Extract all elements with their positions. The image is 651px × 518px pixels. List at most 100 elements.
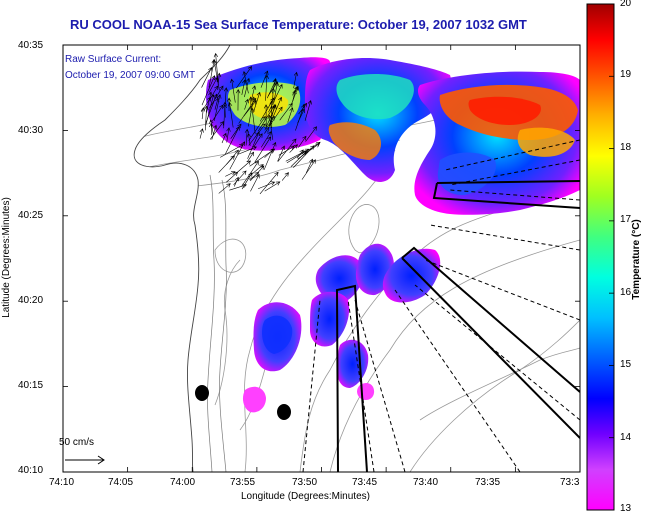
y-axis-title: Latitude (Degrees:Minutes) <box>0 197 12 318</box>
current-vector <box>199 128 204 139</box>
current-vector <box>241 160 259 187</box>
y-tick-label: 40:25 <box>18 210 44 221</box>
current-vector <box>236 66 252 89</box>
scale-arrow <box>65 455 105 465</box>
current-vector <box>222 103 228 118</box>
x-tick-label: 73:40 <box>413 477 439 488</box>
current-vector <box>209 85 224 109</box>
colorbar-tick-label: 20 <box>620 0 632 9</box>
station-marker <box>195 385 209 401</box>
current-vector <box>237 146 257 155</box>
current-vector <box>264 106 283 134</box>
current-vector <box>285 148 310 162</box>
colorbar-tick-label: 14 <box>620 432 632 443</box>
x-tick-label: 73:45 <box>352 477 378 488</box>
current-vector <box>250 85 257 103</box>
current-vector <box>235 89 241 111</box>
current-vector <box>225 171 236 177</box>
current-vector <box>259 171 279 195</box>
current-vector <box>242 70 249 94</box>
current-vector <box>226 149 239 165</box>
y-tick-label: 40:35 <box>18 40 44 51</box>
current-vector <box>244 98 249 110</box>
current-vector <box>263 141 277 170</box>
current-vector <box>248 123 266 146</box>
chart-title: RU COOL NOAA-15 Sea Surface Temperature:… <box>70 17 527 32</box>
current-vector <box>293 145 315 168</box>
current-vector <box>208 85 219 101</box>
current-label-line1: Raw Surface Current: <box>65 54 162 65</box>
current-vector <box>253 133 263 147</box>
current-vector <box>229 183 248 191</box>
current-vector <box>266 79 277 99</box>
current-vector <box>244 128 250 146</box>
current-vector <box>305 126 317 142</box>
current-vector <box>244 77 251 98</box>
current-vector <box>223 87 229 105</box>
current-vector <box>260 131 272 148</box>
current-vector <box>221 132 227 144</box>
current-vector <box>279 102 293 121</box>
y-tick-label: 40:10 <box>18 465 44 476</box>
current-vector <box>269 96 283 126</box>
colorbar-tick-label: 18 <box>620 142 632 153</box>
current-vector <box>253 91 261 113</box>
current-vector <box>292 86 299 96</box>
x-axis-title: Longitude (Degrees:Minutes) <box>241 491 370 502</box>
y-tick-label: 40:15 <box>18 380 44 391</box>
current-vector <box>209 122 214 135</box>
x-tick-label: 74:10 <box>49 477 75 488</box>
colorbar-tick-label: 19 <box>620 69 632 80</box>
current-vector <box>201 66 213 88</box>
current-vector <box>233 170 247 186</box>
current-vector <box>205 93 218 124</box>
current-vector <box>297 143 320 160</box>
current-vector <box>243 100 257 117</box>
current-vector <box>249 171 260 181</box>
current-vector <box>254 136 272 163</box>
inner-shoreline-contours <box>207 174 227 472</box>
current-vector <box>208 58 216 88</box>
radar-beam-outlines <box>335 180 580 472</box>
current-vector <box>213 52 219 86</box>
current-vector <box>267 114 274 140</box>
axis-ticks <box>62 44 581 473</box>
current-vector <box>287 107 294 123</box>
current-vector <box>278 145 295 156</box>
y-tick-label: 40:20 <box>18 295 44 306</box>
x-tick-label: 74:00 <box>170 477 196 488</box>
colorbar-tick-label: 16 <box>620 287 632 298</box>
current-vector <box>214 94 222 121</box>
colorbar-title: Temperature (°C) <box>630 219 642 300</box>
current-vector <box>298 135 307 148</box>
current-vector <box>201 75 216 106</box>
current-vector <box>227 101 234 128</box>
x-tick-label: 73:35 <box>475 477 501 488</box>
current-vector <box>241 79 247 96</box>
current-vector <box>267 81 278 97</box>
current-vector <box>220 144 244 158</box>
current-vector <box>289 144 298 153</box>
current-vector <box>218 183 231 194</box>
current-vector <box>257 181 276 190</box>
current-vector <box>260 70 269 88</box>
current-vector <box>304 100 312 121</box>
current-vectors <box>199 52 321 195</box>
x-tick-label: 73:50 <box>292 477 318 488</box>
current-vector <box>264 181 281 192</box>
colorbar-tick-label: 13 <box>620 503 632 514</box>
current-vector <box>301 159 316 180</box>
colorbar-gradient <box>586 3 615 511</box>
current-vector <box>229 78 236 103</box>
current-vector <box>233 176 239 187</box>
current-vector <box>248 96 253 113</box>
scale-label: 50 cm/s <box>59 437 95 448</box>
current-vector <box>264 74 269 101</box>
colorbar-tick-label: 17 <box>620 214 632 225</box>
current-vector <box>211 124 218 140</box>
coastline <box>63 45 231 472</box>
current-vector <box>248 115 266 141</box>
current-label-line2: October 19, 2007 09:00 GMT <box>65 70 196 81</box>
